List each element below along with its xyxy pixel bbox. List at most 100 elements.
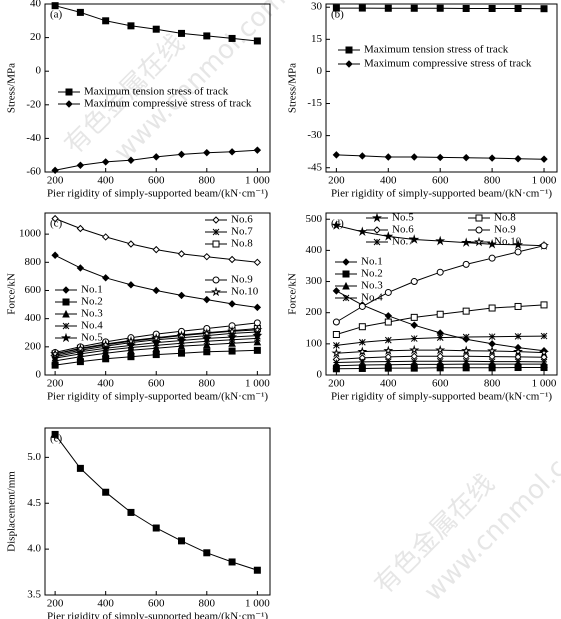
marker (76, 8, 84, 16)
legend-item: No.8 (205, 238, 253, 250)
marker (102, 346, 110, 354)
marker (178, 537, 186, 545)
marker (332, 151, 341, 159)
y-axis-label: Stress/MPa (287, 63, 299, 113)
marker (539, 347, 549, 357)
x-axis-label: Pier rigidity of simply-supported beam/(… (47, 391, 268, 403)
marker (462, 153, 470, 162)
x-tick-label: 1 000 (245, 175, 270, 187)
y-tick-label: 4.0 (27, 543, 41, 555)
marker (383, 231, 394, 241)
x-tick-label: 400 (97, 175, 114, 187)
legend-label: No.9 (494, 224, 516, 236)
marker (254, 335, 261, 342)
x-tick-label: 600 (148, 175, 165, 187)
marker (252, 324, 263, 335)
plot-frame (325, 212, 558, 376)
marker (101, 233, 110, 241)
legend-label: Maximum compressive stress of track (364, 58, 532, 70)
marker (127, 281, 135, 289)
marker (540, 332, 548, 340)
y-tick-label: 200 (25, 340, 42, 352)
marker (410, 153, 418, 161)
legend-label: No.5 (392, 212, 414, 224)
legend-label: No.6 (392, 224, 414, 236)
marker (435, 235, 446, 246)
marker (228, 558, 236, 566)
y-tick-label: 0 (36, 65, 42, 77)
marker (203, 337, 211, 345)
legend-item: No.8 (468, 212, 516, 224)
marker (358, 152, 367, 160)
marker (127, 353, 135, 361)
x-tick-label: 200 (47, 378, 64, 390)
marker (151, 333, 162, 343)
x-tick-label: 800 (199, 378, 216, 390)
marker (384, 288, 392, 296)
marker (357, 346, 368, 356)
panel-label: (a) (50, 9, 63, 21)
legend-marker (342, 258, 350, 266)
x-tick-label: 200 (328, 378, 345, 390)
marker (358, 358, 366, 366)
legend-label: No.1 (361, 256, 383, 268)
marker (253, 337, 262, 346)
y-tick-label: 300 (306, 275, 323, 287)
marker (514, 248, 522, 256)
marker (410, 4, 418, 12)
marker (540, 358, 548, 366)
marker (410, 313, 418, 321)
marker (384, 4, 392, 12)
marker (253, 258, 262, 267)
legend-label: No.10 (494, 236, 522, 248)
legend-marker (62, 322, 70, 330)
marker (409, 234, 420, 244)
legend-marker (211, 286, 221, 297)
y-tick-label: 400 (306, 244, 323, 256)
marker (127, 240, 135, 248)
marker (51, 251, 59, 259)
marker (436, 268, 444, 276)
marker (540, 155, 548, 163)
legend-item: Maximum compressive stress of track (338, 58, 532, 70)
x-axis-label: Pier rigidity of simply-supported beam/(… (47, 188, 268, 200)
marker (462, 4, 470, 12)
legend-item: No.2 (55, 296, 103, 308)
x-tick-label: 1 000 (532, 378, 557, 390)
plot-frame (44, 212, 271, 376)
legend-marker (61, 332, 71, 343)
y-tick-label: 100 (306, 337, 323, 349)
watermark-bottom: 有色金属在线 www.cnnmol.com (369, 424, 561, 607)
marker (228, 148, 236, 156)
legend-item: No.4 (335, 292, 383, 304)
y-tick-label: 3.5 (27, 589, 41, 601)
marker (76, 161, 85, 169)
marker (540, 5, 548, 13)
marker (127, 22, 135, 30)
marker (514, 358, 522, 365)
legend-marker (65, 88, 73, 96)
legend-label: No.2 (81, 296, 103, 308)
legend-marker (212, 276, 220, 284)
marker (51, 166, 59, 175)
legend-marker (373, 238, 381, 246)
x-axis-label: Pier rigidity of simply-supported beam/(… (47, 611, 268, 619)
marker (227, 326, 238, 336)
y-tick-label: 4.5 (27, 497, 41, 509)
legend-marker (475, 226, 483, 234)
legend-label: No.6 (231, 214, 253, 226)
legend-item: No.3 (55, 308, 103, 320)
marker (152, 524, 160, 532)
marker (203, 348, 211, 356)
marker (228, 255, 236, 264)
legend-marker (62, 286, 70, 294)
legend-label: Maximum tension stress of track (84, 86, 229, 98)
marker (488, 4, 496, 12)
legend-item: Maximum compressive stress of track (58, 98, 252, 110)
marker (201, 328, 212, 338)
marker (178, 29, 186, 37)
marker (384, 312, 392, 320)
marker (332, 287, 341, 295)
marker (177, 291, 186, 300)
x-tick-label: 1 000 (245, 378, 270, 390)
